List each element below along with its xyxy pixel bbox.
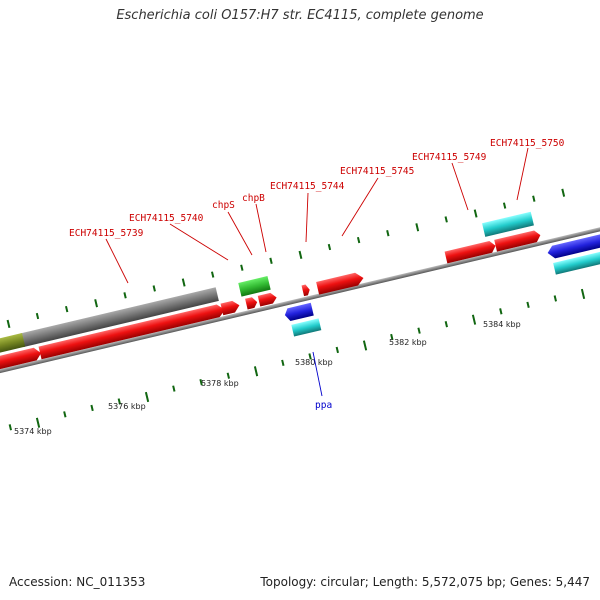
feature-olive-bar bbox=[0, 333, 26, 357]
tick-label-5382: 5382 kbp bbox=[389, 338, 427, 347]
gene-label-ECH74115-5744: ECH74115_5744 bbox=[270, 181, 345, 192]
map-title: Escherichia coli O157:H7 str. EC4115, co… bbox=[116, 8, 484, 23]
genome-backbone bbox=[0, 201, 600, 385]
gene-feature-ECH74115-5744 bbox=[301, 284, 310, 297]
gene-label-ECH74115-5739: ECH74115_5739 bbox=[69, 228, 144, 239]
gene-label-ppa: ppa bbox=[315, 400, 332, 411]
feature-cyan-right bbox=[553, 249, 600, 275]
gene-label-ECH74115-5750: ECH74115_5750 bbox=[490, 138, 565, 149]
gene-feature-chpS bbox=[238, 276, 271, 297]
forward-ticks bbox=[6, 188, 566, 329]
tick-label-5380: 5380 kbp bbox=[295, 358, 333, 367]
feature-cyan-ppa bbox=[291, 318, 322, 337]
gene-label-chpS: chpS bbox=[212, 200, 235, 211]
gene-feature-ECH74115-5740 bbox=[220, 300, 240, 316]
accession-text: Accession: NC_011353 bbox=[9, 575, 146, 589]
reverse-ticks bbox=[8, 288, 586, 431]
gene-feature-ECH74115-5745 bbox=[316, 272, 364, 295]
tick-label-5384: 5384 kbp bbox=[483, 320, 521, 329]
gene-label-ECH74115-5740: ECH74115_5740 bbox=[129, 213, 204, 224]
gene-feature-ppa bbox=[284, 302, 314, 321]
gene-feature-red-left bbox=[0, 347, 42, 372]
gene-feature-chpS-red bbox=[245, 297, 258, 310]
gene-label-ECH74115-5745: ECH74115_5745 bbox=[340, 166, 414, 177]
genome-summary-text: Topology: circular; Length: 5,572,075 bp… bbox=[260, 575, 590, 589]
tick-label-5376: 5376 kbp bbox=[108, 402, 146, 411]
gene-feature-ECH74115-5750 bbox=[494, 230, 541, 252]
tick-label-5378: 5378 kbp bbox=[201, 379, 239, 388]
gene-label-ECH74115-5749: ECH74115_5749 bbox=[412, 152, 487, 163]
gene-feature-chpB bbox=[257, 292, 277, 307]
label-leaders bbox=[105, 147, 529, 397]
gene-feature-blue-right bbox=[547, 231, 600, 259]
feature-cyan-bar-top bbox=[482, 211, 534, 237]
tick-label-5374: 5374 kbp bbox=[14, 427, 52, 436]
feature-gray-bar bbox=[20, 287, 219, 348]
genome-band bbox=[0, 188, 600, 431]
gene-label-chpB: chpB bbox=[242, 193, 265, 204]
gene-labels: ECH74115_5739 ECH74115_5740 chpS chpB EC… bbox=[69, 138, 565, 411]
gene-feature-ECH74115-5749 bbox=[444, 241, 496, 264]
gene-feature-ECH74115-5739 bbox=[38, 304, 226, 360]
